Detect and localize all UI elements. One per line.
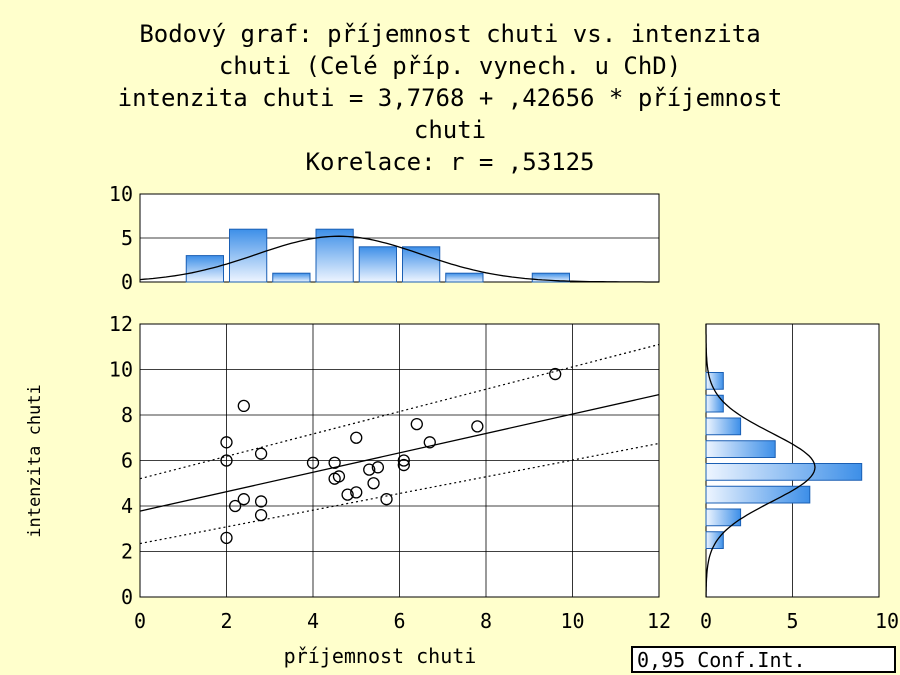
x-histogram-bar — [229, 228, 268, 283]
data-point — [220, 454, 233, 467]
data-point — [237, 493, 250, 506]
confidence-band-lower — [139, 442, 660, 545]
data-point — [237, 399, 250, 413]
x-histogram-bar — [445, 272, 484, 283]
title-line: chuti (Celé příp. vynech. u ChD) — [218, 52, 682, 80]
title-line: Korelace: r = ,53125 — [305, 148, 595, 176]
x-histogram-bar — [185, 255, 224, 283]
title-line: Bodový graf: příjemnost chuti vs. intenz… — [139, 20, 761, 48]
data-point — [328, 456, 341, 469]
y-tick-label: 8 — [121, 403, 133, 427]
y-tick-label: 6 — [121, 449, 133, 473]
x-histogram-bar — [402, 246, 441, 283]
y-histogram-bar — [705, 417, 742, 436]
x-tick-label: 6 — [393, 609, 405, 633]
x-histogram-bar — [531, 272, 570, 283]
x-tick-label: 4 — [307, 609, 319, 633]
hist-x-tick-label: 5 — [786, 609, 798, 633]
y-histogram-bar — [705, 485, 811, 504]
regression-line — [139, 393, 660, 512]
data-point — [254, 495, 268, 508]
y-histogram-bar — [705, 440, 776, 458]
data-point — [306, 456, 320, 469]
data-point — [549, 367, 562, 381]
y-histogram-bar — [705, 508, 742, 527]
data-point — [363, 463, 376, 476]
y-histogram-bar — [705, 394, 724, 413]
x-histogram-bar — [272, 272, 311, 283]
y-tick-label: 10 — [109, 358, 133, 382]
data-point — [423, 436, 436, 449]
y-tick-label: 2 — [121, 540, 133, 564]
y-tick-label: 0 — [121, 585, 133, 609]
y-tick-label: 4 — [121, 494, 133, 518]
hist-y-tick-label: 0 — [121, 270, 133, 294]
title-line: intenzita chuti = 3,7768 + ,42656 * příj… — [117, 84, 783, 112]
x-tick-label: 12 — [647, 609, 671, 633]
x-tick-label: 0 — [134, 609, 146, 633]
x-histogram-bar — [358, 246, 397, 283]
data-point — [254, 447, 268, 460]
x-tick-label: 10 — [560, 609, 584, 633]
x-tick-label: 8 — [480, 609, 492, 633]
data-point — [371, 461, 385, 474]
hist-x-tick-label: 10 — [875, 609, 899, 633]
confidence-legend: 0,95 Conf.Int. — [631, 646, 896, 673]
data-point — [220, 436, 233, 449]
title-line: chuti — [413, 116, 487, 144]
y-normal-curve — [705, 324, 816, 597]
x-normal-curve — [139, 235, 659, 283]
chart-title: Bodový graf: příjemnost chuti vs. intenz… — [0, 18, 900, 178]
x-histogram-bar — [315, 228, 354, 283]
data-point — [350, 431, 363, 444]
confidence-band-upper — [139, 343, 660, 480]
y-axis-label: intenzita chuti — [25, 384, 45, 538]
y-histogram-bar — [705, 463, 863, 481]
data-point — [471, 420, 484, 433]
data-point — [254, 508, 268, 522]
data-point — [380, 493, 393, 506]
data-point — [397, 454, 410, 467]
hist-y-tick-label: 5 — [121, 226, 133, 250]
hist-x-tick-label: 0 — [700, 609, 712, 633]
x-tick-label: 2 — [220, 609, 232, 633]
data-point — [228, 499, 242, 513]
y-tick-label: 12 — [109, 312, 133, 336]
y-histogram-bar — [705, 531, 724, 549]
data-point — [220, 531, 233, 544]
data-point — [332, 470, 346, 483]
hist-y-tick-label: 10 — [109, 182, 133, 206]
data-point — [367, 477, 380, 490]
data-point — [341, 488, 354, 501]
data-point — [350, 486, 363, 499]
data-point — [397, 458, 410, 472]
x-axis-label: příjemnost chuti — [283, 644, 477, 668]
data-point — [410, 417, 423, 431]
